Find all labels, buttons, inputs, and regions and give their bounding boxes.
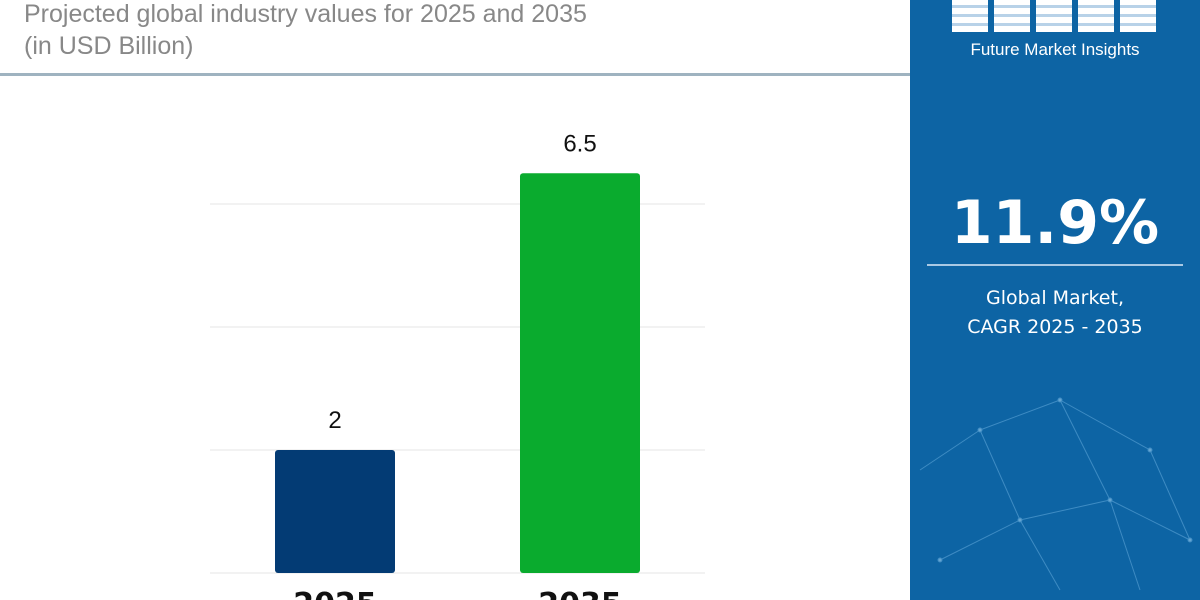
title-line-1: Projected global industry values for 202… — [24, 0, 587, 28]
logo-icon — [952, 0, 1156, 32]
side-panel: Future Market Insights 11.9% Global Mark… — [910, 0, 1200, 600]
data-label: 6.5 — [563, 130, 596, 157]
title-divider — [0, 73, 910, 76]
bar-2035 — [520, 173, 640, 573]
bar-chart: 2 2025 6.5 2035 — [210, 130, 705, 600]
cagr-caption: Global Market, CAGR 2025 - 2035 — [910, 284, 1200, 342]
category-label: 2035 — [538, 587, 622, 600]
brand-name: Future Market Insights — [970, 40, 1140, 59]
cagr-value: 11.9% — [950, 188, 1160, 258]
bar-2025 — [275, 450, 395, 573]
caption-line-2: CAGR 2025 - 2035 — [967, 316, 1143, 338]
panel-divider — [927, 264, 1183, 266]
category-label: 2025 — [293, 587, 377, 600]
caption-line-1: Global Market, — [985, 287, 1124, 309]
title-line-2: (in USD Billion) — [24, 32, 194, 60]
network-decoration-icon — [919, 397, 1193, 591]
data-label: 2 — [328, 407, 341, 434]
chart-title: Projected global industry values for 202… — [24, 0, 587, 62]
